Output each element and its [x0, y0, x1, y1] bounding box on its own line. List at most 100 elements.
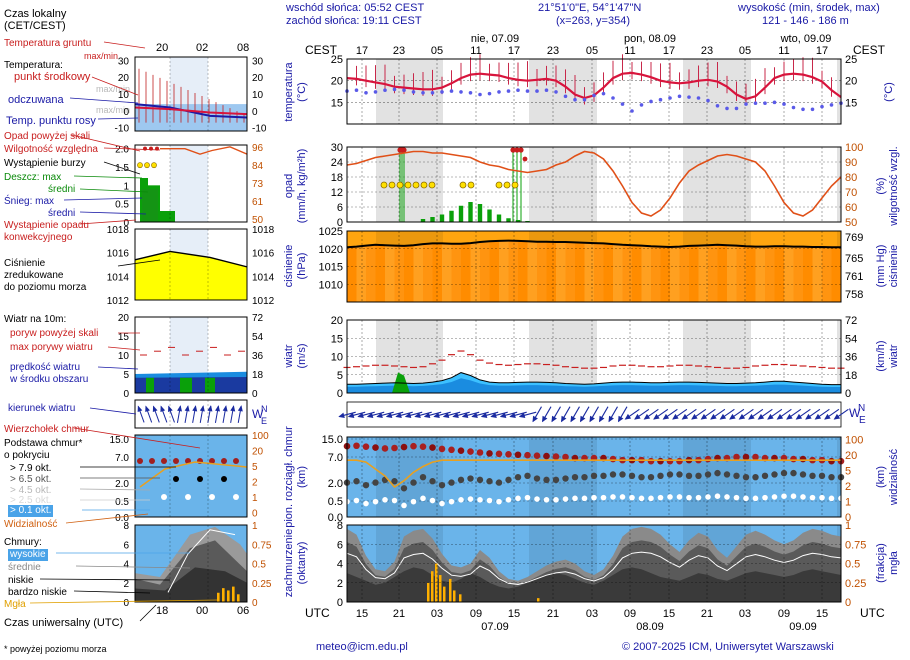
temp-axis-label: (°C) — [296, 82, 308, 102]
legend-leader-line — [39, 578, 171, 581]
cloud-base-dot — [780, 469, 788, 477]
hour-bottom-label: 15 — [356, 608, 368, 620]
hour-top-label: 11 — [624, 45, 635, 57]
cloud-base-dot — [438, 481, 446, 489]
contact-email[interactable]: meteo@icm.edu.pl — [316, 641, 408, 653]
legend-wind-tick-right: 0 — [252, 389, 258, 400]
wind-arrow-head — [542, 415, 548, 423]
legend-hour-02: 02 — [196, 42, 209, 54]
legend-fog-tick: 0.5 — [252, 560, 266, 571]
cloud-top-dot — [828, 457, 835, 465]
legend-leader-line — [103, 161, 141, 175]
legend-leader-line — [117, 259, 161, 267]
dew-point-dot — [829, 103, 834, 107]
panel-frame-cloud — [346, 524, 842, 603]
cloud-top-dot — [666, 457, 674, 465]
legend-cloud-base-dot — [221, 476, 227, 482]
legend-leader-line — [75, 565, 191, 569]
cloud-top-dot — [438, 445, 446, 453]
cloud-base-light-dot — [762, 494, 768, 501]
date-bottom-3: 09.09 — [789, 621, 817, 633]
dew-point-dot — [782, 102, 786, 106]
pressure-fill-strip — [822, 246, 832, 302]
cloud-base-light-dot — [648, 495, 654, 502]
cloud-base-dot — [704, 471, 712, 478]
hour-top-label: 23 — [393, 45, 405, 57]
hour-top-label: 05 — [739, 45, 751, 57]
fog-tick-right: 0.5 — [845, 559, 860, 571]
humidity-tick-right: 80 — [845, 172, 857, 184]
night-band-temp-3 — [837, 59, 841, 124]
legend-pressure-tick-left: 1014 — [107, 272, 130, 283]
legend-cbase-tick: 7.0 — [115, 453, 129, 464]
legend-pressure-tick-right: 1012 — [252, 296, 275, 307]
cloud-base-dot — [533, 475, 541, 482]
pressure-fill-strip — [575, 242, 585, 302]
legend-humid-tick: 61 — [252, 197, 264, 208]
fog-bar — [453, 590, 456, 602]
precip-tick-left: 24 — [331, 157, 343, 169]
utc-label-left: UTC — [305, 606, 330, 620]
dew-point-dot — [459, 90, 463, 94]
cloud-base-dot — [362, 481, 370, 489]
legend-vis-tick: 0 — [252, 509, 258, 520]
dew-point-dot — [478, 92, 482, 97]
sunset-text: zachód słońca: 19:11 CEST — [286, 15, 422, 27]
humidity-axis-label-right: (%) — [875, 177, 887, 194]
temp-tick-right: 25 — [845, 54, 857, 66]
cloud-top-dot — [400, 443, 408, 451]
legend-humidity: Wilgotność względna — [4, 144, 98, 155]
wind-arrow-head — [561, 415, 567, 423]
legend-panel-frame-cloud — [134, 524, 248, 603]
pressure-tick-right: 761 — [845, 271, 863, 283]
legend-panel-frame-cbase — [134, 434, 248, 518]
legend-leader-line — [107, 346, 141, 351]
wind-arrow-head — [509, 412, 516, 418]
pressure-fill-strip — [803, 246, 813, 302]
wind-arrow-head — [786, 413, 793, 420]
legend-cloud-top-dot — [149, 458, 155, 464]
cloudbase-tick-left: 15.0 — [322, 434, 343, 446]
cloud-top-dot — [467, 448, 474, 455]
pressure-fill-strip — [660, 246, 671, 302]
legend-rain-mean: średni — [48, 184, 76, 195]
cloud-base-light-dot — [733, 494, 740, 501]
legend-cloud-tick: 2 — [123, 579, 129, 590]
wind-arrow-head — [653, 413, 660, 420]
pressure-fill-strip — [451, 243, 462, 302]
visibility-axis-label-right: widzialność — [888, 448, 900, 506]
wind-axis-label-right: wiatr — [888, 344, 900, 369]
fog-tick-right: 0.75 — [845, 539, 866, 551]
pressure-fill-strip — [385, 245, 395, 302]
night-band-prec-1 — [529, 147, 597, 222]
storm-marker — [404, 181, 412, 189]
hour-top-label: 11 — [778, 45, 789, 57]
cloud-top-dot — [676, 457, 683, 465]
wind-axis-label-right: (km/h) — [875, 340, 887, 371]
legend-wind-arrow-head — [184, 405, 190, 412]
legend-okt-1: > 7.9 okt. — [10, 463, 52, 474]
cest-label-right: CEST — [853, 43, 886, 57]
dew-point-dot — [649, 99, 653, 104]
cloud-base-light-dot — [543, 497, 550, 503]
cloud-base-dot — [628, 472, 636, 480]
cloud-base-light-dot — [667, 494, 673, 500]
legend-pressure-tick-right: 1014 — [252, 272, 275, 283]
humidity-axis-label-right: wilgotność wzgl. — [888, 146, 900, 226]
dew-point-dot — [364, 91, 368, 95]
legend-leader-line — [63, 197, 143, 201]
fog-bar — [449, 578, 452, 602]
cloud-base-dot — [685, 472, 693, 480]
wind-arrow-head — [757, 413, 765, 420]
legend-wind-arrow-head — [137, 405, 143, 413]
pressure-fill-strip — [613, 244, 623, 302]
cloud-top-dot — [552, 453, 560, 460]
hour-bottom-label: 21 — [393, 608, 405, 620]
legend-wind-arrow — [176, 405, 182, 423]
date-bottom-2: 08.09 — [636, 621, 664, 633]
cloud-base-light-dot — [695, 494, 702, 501]
cloud-base-dot — [571, 473, 579, 481]
legend-temp-tick-right: 20 — [252, 73, 264, 84]
precip-bar — [477, 204, 483, 222]
storm-marker — [495, 181, 503, 189]
